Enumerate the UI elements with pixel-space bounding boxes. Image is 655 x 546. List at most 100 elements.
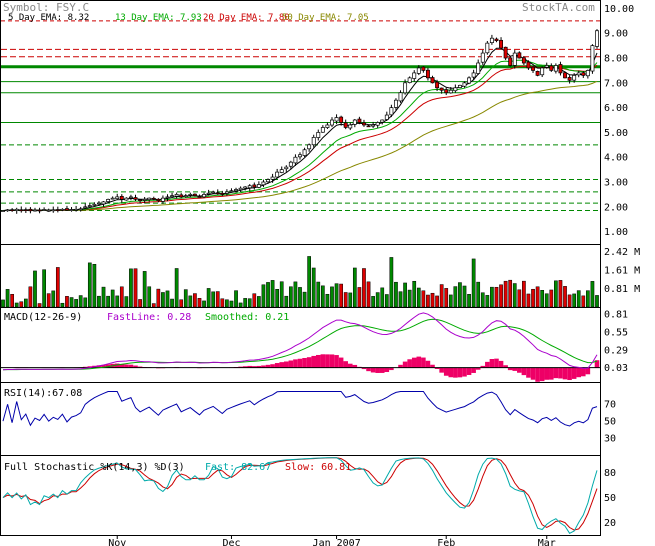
volume-bar xyxy=(261,284,266,308)
candle xyxy=(544,65,549,68)
volume-bar xyxy=(51,290,56,308)
macd-histogram-bar xyxy=(338,357,344,368)
macd-histogram-bar xyxy=(119,364,125,368)
macd-histogram-bar xyxy=(384,367,390,373)
y-tick-label: 8.00 xyxy=(604,54,628,65)
volume-bar xyxy=(412,280,417,308)
volume-bar xyxy=(407,289,412,308)
volume-bar xyxy=(188,295,193,308)
candle xyxy=(453,87,458,92)
macd-histogram-bar xyxy=(466,367,472,375)
x-tick-label: Dec xyxy=(222,538,240,546)
candle xyxy=(348,124,353,129)
volume-bar xyxy=(311,267,316,308)
candle xyxy=(549,65,554,71)
volume-bar xyxy=(485,295,490,308)
volume-bar xyxy=(439,284,444,308)
volume-bar xyxy=(247,298,252,308)
macd-histogram-bar xyxy=(512,367,518,371)
volume-bar xyxy=(334,283,339,308)
y-tick-label: 2.00 xyxy=(604,202,628,213)
candle xyxy=(480,52,485,63)
candle xyxy=(366,125,371,128)
candle xyxy=(330,119,334,126)
candle xyxy=(55,209,60,211)
macd-histogram-bar xyxy=(297,358,303,368)
candle xyxy=(270,176,275,180)
volume-bar xyxy=(33,270,37,308)
macd-histogram-bar xyxy=(370,367,376,373)
volume-bar xyxy=(362,268,366,308)
macd-histogram-bar xyxy=(430,364,435,368)
macd-histogram-bar xyxy=(87,366,93,368)
candle xyxy=(238,187,243,191)
volume-bar xyxy=(352,267,357,308)
macd-histogram-bar xyxy=(252,366,257,368)
volume-bar xyxy=(572,293,577,308)
candle xyxy=(256,184,261,188)
candle xyxy=(151,197,156,200)
y-tick-label: 20 xyxy=(604,518,616,529)
macd-histogram-bar xyxy=(407,359,412,368)
candle xyxy=(512,52,517,66)
volume-bar xyxy=(119,286,124,308)
y-tick-label: 30 xyxy=(604,434,616,445)
volume-bar xyxy=(375,292,380,308)
candle xyxy=(156,198,161,201)
candle xyxy=(37,209,42,212)
candle xyxy=(288,161,293,167)
stochastic-panel xyxy=(0,455,601,536)
macd-histogram-bar xyxy=(133,365,138,368)
candle xyxy=(448,89,453,94)
volume-bar xyxy=(302,291,307,308)
macd-histogram-bar xyxy=(558,367,563,379)
candle xyxy=(234,189,238,192)
macd-histogram-bar xyxy=(448,367,454,378)
rsi-panel xyxy=(0,382,601,456)
volume-bar xyxy=(115,295,120,308)
candle xyxy=(46,209,51,212)
macd-title: MACD(12-26-9) xyxy=(4,312,82,323)
macd-histogram-bar xyxy=(261,365,266,368)
volume-bar xyxy=(544,293,549,308)
y-tick-label: 9.00 xyxy=(604,29,628,40)
candle xyxy=(563,72,567,79)
macd-histogram-bar xyxy=(594,360,600,368)
volume-bar xyxy=(65,296,69,308)
volume-bar xyxy=(37,303,42,308)
volume-bar xyxy=(503,280,508,308)
volume-bar xyxy=(19,301,24,308)
macd-histogram-bar xyxy=(334,355,339,368)
x-tick-label: Jan 2007 xyxy=(313,538,361,546)
macd-histogram-bar xyxy=(352,364,358,368)
candle xyxy=(60,208,65,211)
volume-bar xyxy=(5,289,10,308)
volume-bar xyxy=(586,290,590,308)
candle xyxy=(42,209,47,211)
volume-bar xyxy=(467,294,471,308)
volume-bar xyxy=(161,292,165,308)
candle xyxy=(398,92,403,102)
volume-bar xyxy=(430,292,435,308)
macd-histogram-bar xyxy=(562,367,568,380)
volume-bar xyxy=(403,282,407,308)
macd-histogram-bar xyxy=(105,364,111,368)
candle xyxy=(585,70,590,77)
volume-bar xyxy=(101,286,106,308)
candle xyxy=(499,39,503,49)
volume-bar xyxy=(133,268,138,308)
macd-histogram-bar xyxy=(507,367,513,371)
candle xyxy=(362,122,366,126)
macd-histogram-bar xyxy=(498,360,504,368)
volume-bar xyxy=(23,298,28,308)
macd-histogram-bar xyxy=(347,363,353,368)
candle xyxy=(375,122,380,126)
candle xyxy=(33,209,37,212)
candle xyxy=(521,57,526,64)
volume-bar xyxy=(558,280,563,308)
candle xyxy=(407,77,412,84)
macd-histogram-bar xyxy=(375,367,380,373)
candle xyxy=(572,75,577,81)
candle xyxy=(343,122,348,128)
